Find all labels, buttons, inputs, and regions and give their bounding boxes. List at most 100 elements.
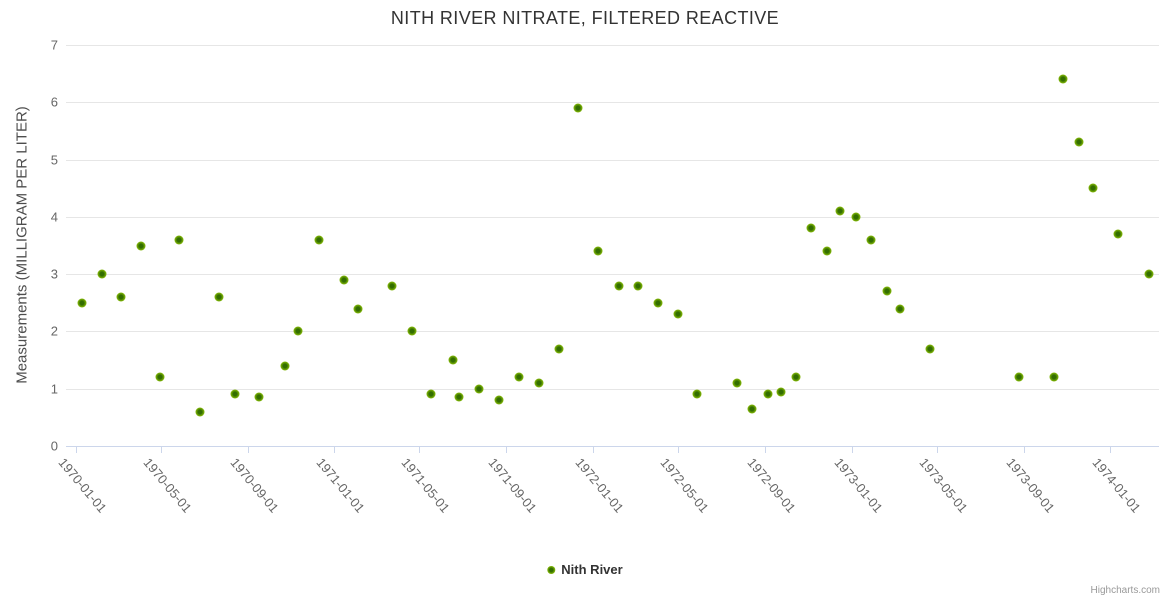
- data-point[interactable]: [448, 355, 458, 365]
- data-point[interactable]: [77, 298, 87, 308]
- data-point[interactable]: [925, 344, 935, 354]
- x-axis-label: 1970-09-01: [227, 455, 282, 516]
- x-axis-label: 1974-01-01: [1089, 455, 1144, 516]
- y-axis-label: 3: [50, 266, 58, 282]
- x-axis-label: 1970-05-01: [140, 455, 195, 516]
- data-point[interactable]: [763, 389, 773, 399]
- data-point[interactable]: [1074, 137, 1084, 147]
- data-point[interactable]: [280, 361, 290, 371]
- data-point[interactable]: [692, 389, 702, 399]
- gridline: [66, 45, 1159, 46]
- x-axis-label: 1971-01-01: [313, 455, 369, 516]
- data-point[interactable]: [882, 286, 892, 296]
- y-axis-label: 0: [50, 438, 58, 454]
- data-point[interactable]: [353, 304, 363, 313]
- x-axis-tick: [1023, 447, 1025, 453]
- x-axis-label: 1972-01-01: [572, 455, 627, 516]
- data-point[interactable]: [407, 326, 417, 336]
- gridline: [66, 216, 1159, 218]
- data-point[interactable]: [1113, 229, 1123, 239]
- x-axis-label: 1973-05-01: [916, 455, 971, 516]
- x-axis-label: 1972-09-01: [744, 455, 800, 516]
- x-axis-line: [66, 446, 1159, 447]
- y-axis-label: 4: [50, 209, 58, 225]
- data-point[interactable]: [573, 103, 583, 113]
- x-axis-label: 1971-09-01: [485, 455, 541, 516]
- y-axis-label: 6: [50, 94, 58, 110]
- x-axis-tick: [851, 447, 853, 453]
- x-axis-label: 1972-05-01: [657, 455, 713, 516]
- legend-marker-icon: [547, 565, 556, 574]
- x-axis-tick: [419, 447, 421, 453]
- data-point[interactable]: [254, 392, 264, 402]
- data-point[interactable]: [174, 235, 184, 245]
- data-point[interactable]: [116, 292, 126, 302]
- legend-item-nith-river[interactable]: Nith River: [547, 562, 623, 577]
- data-point[interactable]: [314, 235, 324, 245]
- data-point[interactable]: [866, 235, 876, 245]
- x-axis-tick: [765, 447, 767, 453]
- legend-label: Nith River: [561, 562, 623, 577]
- x-axis-tick: [334, 447, 336, 453]
- data-point[interactable]: [339, 275, 349, 285]
- data-point[interactable]: [474, 384, 484, 394]
- data-point[interactable]: [633, 281, 643, 291]
- data-point[interactable]: [835, 206, 845, 216]
- data-point[interactable]: [1058, 74, 1068, 84]
- data-point[interactable]: [214, 292, 224, 302]
- x-axis-tick: [936, 447, 938, 453]
- data-point[interactable]: [454, 392, 464, 402]
- data-point[interactable]: [514, 372, 524, 382]
- x-axis-tick: [592, 447, 594, 453]
- data-point[interactable]: [195, 407, 205, 417]
- data-point[interactable]: [653, 298, 663, 308]
- data-point[interactable]: [1014, 372, 1024, 382]
- data-point[interactable]: [1144, 269, 1154, 279]
- data-point[interactable]: [230, 389, 240, 399]
- gridline: [66, 388, 1159, 390]
- data-point[interactable]: [673, 309, 683, 319]
- data-point[interactable]: [776, 387, 786, 397]
- x-axis-label: 1973-01-01: [831, 455, 886, 516]
- data-point[interactable]: [593, 246, 603, 256]
- x-axis-tick: [247, 447, 249, 453]
- data-point[interactable]: [747, 404, 757, 414]
- y-axis-label: 7: [50, 37, 58, 53]
- gridline: [66, 331, 1159, 333]
- data-point[interactable]: [732, 378, 742, 388]
- data-point[interactable]: [1088, 183, 1098, 193]
- gridline: [66, 274, 1159, 276]
- data-point[interactable]: [1049, 372, 1059, 382]
- y-axis-label: 1: [50, 381, 58, 397]
- y-axis-title: Measurements (MILLIGRAM PER LITER): [13, 106, 31, 384]
- y-axis-label: 5: [50, 152, 58, 168]
- data-point[interactable]: [895, 304, 905, 313]
- data-point[interactable]: [554, 344, 564, 354]
- data-point[interactable]: [426, 389, 436, 399]
- gridline: [66, 102, 1159, 104]
- x-axis-label: 1973-09-01: [1003, 455, 1058, 516]
- data-point[interactable]: [97, 269, 107, 279]
- x-axis-label: 1970-01-01: [55, 455, 110, 516]
- x-axis-tick: [76, 447, 77, 453]
- data-point[interactable]: [155, 372, 164, 382]
- data-point[interactable]: [534, 378, 544, 388]
- gridline: [66, 159, 1159, 161]
- y-axis-label: 2: [50, 323, 58, 339]
- data-point[interactable]: [614, 281, 624, 291]
- data-point[interactable]: [387, 281, 397, 291]
- x-axis-tick: [678, 447, 680, 453]
- data-point[interactable]: [806, 223, 816, 233]
- data-point[interactable]: [136, 241, 146, 250]
- x-axis-tick: [1110, 447, 1111, 453]
- highcharts-credits-link[interactable]: Highcharts.com: [1090, 585, 1160, 596]
- data-point[interactable]: [851, 212, 861, 222]
- chart-title: NITH RIVER NITRATE, FILTERED REACTIVE: [390, 8, 780, 28]
- data-point[interactable]: [791, 372, 801, 382]
- data-point[interactable]: [822, 246, 832, 256]
- x-axis-tick: [160, 447, 162, 453]
- x-axis-label: 1971-05-01: [398, 455, 453, 516]
- data-point[interactable]: [494, 395, 504, 405]
- data-point[interactable]: [293, 326, 303, 336]
